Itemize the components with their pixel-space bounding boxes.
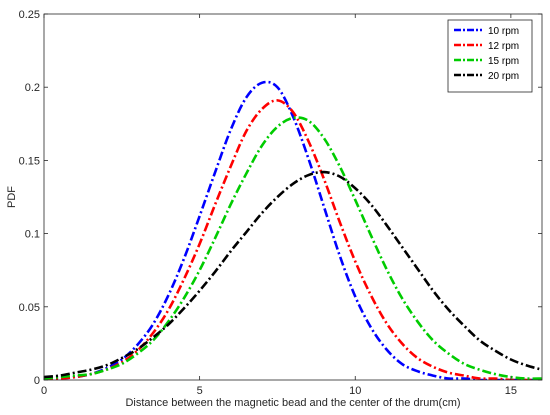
y-tick-label: 0.2 xyxy=(25,82,40,94)
y-axis: 0 0.05 0.1 0.15 0.2 0.25 xyxy=(19,9,542,387)
plot-area-frame xyxy=(43,13,543,381)
y-tick-label: 0 xyxy=(34,375,40,387)
legend-label-10-rpm: 10 rpm xyxy=(488,26,519,37)
legend-label-20-rpm: 20 rpm xyxy=(488,71,519,82)
x-tick-label: 5 xyxy=(197,385,203,397)
x-tick-label: 15 xyxy=(505,385,517,397)
x-tick-label: 10 xyxy=(349,385,361,397)
y-axis-label: PDF xyxy=(6,186,18,208)
series-line-12-rpm xyxy=(44,99,542,380)
y-tick-label: 0.15 xyxy=(19,155,40,167)
legend-box xyxy=(447,19,533,93)
legend: 10 rpm 12 rpm 15 rpm 20 rpm xyxy=(447,19,533,93)
x-axis-label: Distance between the magnetic bead and t… xyxy=(125,397,460,409)
legend-label-12-rpm: 12 rpm xyxy=(488,41,519,52)
y-tick-label: 0.05 xyxy=(19,302,40,314)
legend-label-15-rpm: 15 rpm xyxy=(488,56,519,67)
x-axis: 0 5 10 15 xyxy=(41,14,517,397)
series-line-15-rpm xyxy=(44,116,542,380)
series-layer xyxy=(44,80,542,380)
y-tick-label: 0.1 xyxy=(25,229,40,241)
series-line-20-rpm xyxy=(44,170,542,379)
y-tick-label: 0.25 xyxy=(19,9,40,21)
x-tick-label: 0 xyxy=(41,385,47,397)
